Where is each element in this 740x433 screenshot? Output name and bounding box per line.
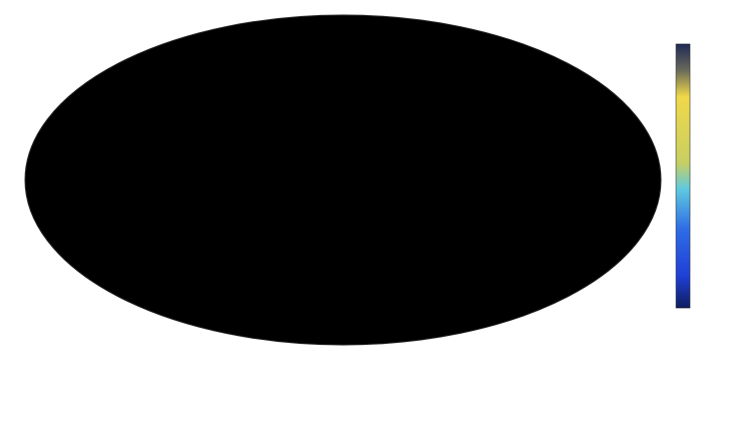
world-map-svg (24, 14, 662, 346)
land-europe (328, 40, 408, 110)
land-se-asia (518, 165, 583, 195)
land-greenland (278, 20, 348, 65)
land-asia (403, 30, 618, 160)
land-north-america (103, 32, 293, 185)
land-australia (540, 200, 618, 260)
colorbar (672, 40, 736, 320)
colorbar-svg (675, 43, 691, 309)
land-south-america (213, 178, 288, 310)
colorbar-gradient (675, 43, 691, 309)
world-map (18, 10, 668, 350)
globe-border (24, 14, 662, 346)
land-africa (313, 110, 428, 260)
land-antarctica (25, 325, 661, 345)
